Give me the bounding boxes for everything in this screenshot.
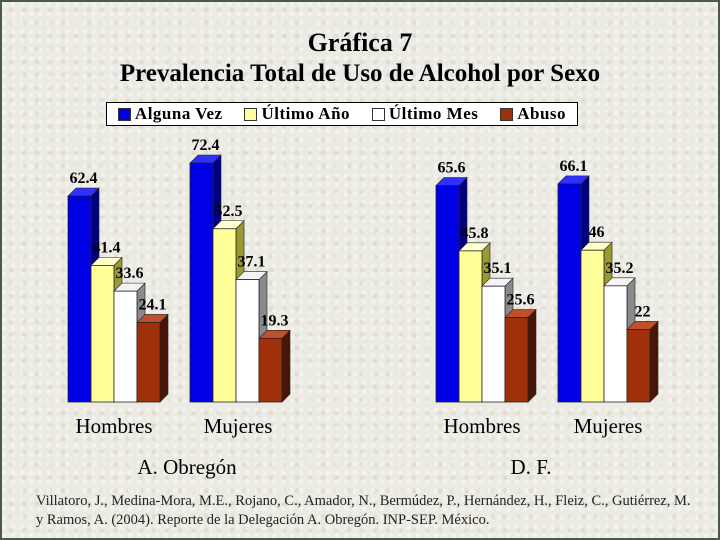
bar-abuso — [626, 328, 651, 403]
citation-text: Villatoro, J., Medina-Mora, M.E., Rojano… — [36, 493, 691, 528]
bar-ultimo-mes — [113, 290, 138, 403]
legend-label: Último Año — [261, 104, 351, 123]
data-label-ultimo-ano: 52.5 — [215, 203, 243, 220]
bar-abuso — [504, 317, 529, 403]
legend-label: Alguna Vez — [134, 104, 223, 123]
bar-ultimo-mes — [481, 285, 506, 403]
panel-label-obregon: A. Obregón — [137, 455, 237, 479]
bar-ultimo-mes — [235, 279, 260, 403]
data-label-alguna-vez: 65.6 — [438, 160, 466, 177]
data-label-alguna-vez: 62.4 — [70, 170, 98, 187]
data-label-ultimo-ano: 46 — [589, 224, 605, 241]
x-tick-label-hombres-obregon: Hombres — [75, 414, 153, 438]
x-tick-label-mujeres-obregon: Mujeres — [203, 414, 273, 438]
bar-alguna-vez — [435, 185, 460, 403]
bar-alguna-vez — [189, 162, 214, 403]
legend-label: Último Mes — [388, 104, 479, 123]
data-label-ultimo-mes: 37.1 — [238, 254, 266, 271]
chart-title-line2: Prevalencia Total de Uso de Alcohol por … — [119, 60, 601, 87]
bar-ultimo-ano — [580, 249, 605, 403]
bar-ultimo-ano — [458, 250, 483, 403]
chart-title-line1: Gráfica 7 — [307, 28, 413, 57]
bar-side-abuso — [159, 313, 169, 403]
panel-label-df: D. F. — [510, 455, 552, 479]
legend: Alguna Vez Último Año Último Mes Abuso — [106, 102, 578, 126]
data-label-abuso: 24.1 — [139, 296, 167, 313]
legend-swatch — [500, 107, 514, 121]
data-label-alguna-vez: 66.1 — [560, 158, 588, 175]
bar-alguna-vez — [557, 183, 582, 403]
legend-item-alguna-vez: Alguna Vez — [117, 104, 223, 124]
bar-side-abuso — [281, 329, 291, 403]
data-label-ultimo-ano: 41.4 — [93, 239, 121, 256]
bar-ultimo-ano — [90, 264, 115, 403]
bar-side-abuso — [527, 308, 537, 403]
legend-swatch — [371, 107, 385, 121]
bar-ultimo-ano — [212, 228, 237, 403]
bar-side-abuso — [649, 320, 659, 403]
data-label-alguna-vez: 72.4 — [192, 137, 220, 154]
legend-item-ultimo-ano: Último Año — [244, 104, 350, 124]
legend-label: Abuso — [517, 104, 567, 123]
data-label-ultimo-ano: 45.8 — [461, 225, 489, 242]
data-label-ultimo-mes: 35.2 — [606, 260, 634, 277]
bar-ultimo-mes — [603, 285, 628, 403]
legend-item-ultimo-mes: Último Mes — [371, 104, 479, 124]
bar-alguna-vez — [67, 195, 92, 403]
bar-abuso — [136, 322, 161, 403]
legend-item-abuso: Abuso — [500, 104, 566, 124]
data-label-ultimo-mes: 35.1 — [484, 260, 512, 277]
x-tick-label-hombres-df: Hombres — [443, 414, 521, 438]
legend-swatch — [117, 107, 131, 121]
data-label-abuso: 25.6 — [507, 292, 535, 309]
data-label-ultimo-mes: 33.6 — [116, 265, 144, 282]
data-label-abuso: 22 — [635, 303, 651, 320]
legend-swatch — [244, 107, 258, 121]
bar-abuso — [258, 337, 283, 403]
x-tick-label-mujeres-df: Mujeres — [573, 414, 643, 438]
data-label-abuso: 19.3 — [261, 312, 289, 329]
